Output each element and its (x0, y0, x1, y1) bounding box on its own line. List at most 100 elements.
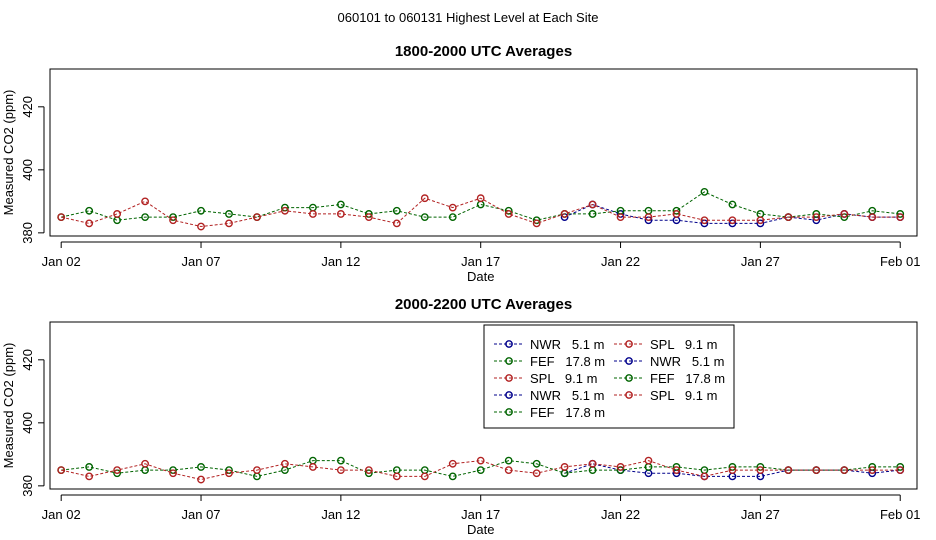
y-tick-label: 420 (20, 349, 35, 371)
data-point (141, 213, 149, 221)
plot-frame (49, 321, 918, 490)
data-point (560, 463, 569, 471)
x-tick-label: Jan 12 (321, 254, 360, 269)
x-tick-label: Feb 01 (880, 507, 920, 522)
data-point (896, 463, 905, 471)
data-point (504, 466, 513, 474)
data-point (336, 456, 345, 465)
data-point (392, 206, 401, 215)
legend-label: SPL 9.1 m (530, 371, 597, 386)
data-point (756, 466, 765, 474)
series-line (61, 191, 901, 221)
x-tick-label: Jan 07 (182, 254, 221, 269)
panel-title: 2000-2200 UTC Averages (395, 296, 572, 313)
legend-marker (505, 374, 513, 382)
data-point (504, 456, 513, 465)
data-point (141, 459, 149, 468)
legend-label: SPL 9.1 m (650, 337, 717, 352)
data-point (504, 210, 513, 218)
data-point (700, 216, 709, 225)
data-point (616, 213, 625, 221)
x-axis-label: Date (467, 269, 494, 284)
data-point (476, 194, 485, 203)
data-point (476, 200, 485, 209)
series-line (61, 460, 901, 481)
legend-label: NWR 5.1 m (650, 354, 724, 369)
legend-label: FEF 17.8 m (530, 354, 605, 369)
data-point (896, 466, 905, 474)
data-point (448, 203, 457, 212)
data-point (364, 466, 373, 474)
data-point (85, 463, 94, 471)
data-point (448, 472, 457, 481)
data-point (476, 466, 485, 474)
x-tick-label: Jan 22 (601, 254, 640, 269)
data-point (113, 210, 122, 218)
plot-frame (49, 68, 918, 237)
data-point (840, 210, 849, 218)
data-point (644, 213, 653, 221)
legend: NWR 5.1 m FEF 17.8 m SPL 9.1 m NWR 5.1 m FEF… (483, 324, 735, 429)
data-point (448, 459, 457, 468)
data-point (728, 466, 737, 474)
x-tick-label: Jan 02 (42, 507, 81, 522)
y-tick-label: 400 (20, 412, 35, 434)
y-tick-label: 380 (20, 222, 35, 244)
panel-title: 1800-2000 UTC Averages (395, 43, 572, 60)
x-tick-label: Jan 12 (321, 507, 360, 522)
data-point (85, 472, 94, 481)
data-point (197, 463, 205, 471)
legend-marker (505, 340, 513, 348)
legend-marker (505, 391, 513, 399)
legend-label: NWR 5.1 m (530, 337, 604, 352)
data-point (253, 466, 261, 474)
data-point (420, 213, 429, 221)
data-point (588, 210, 597, 218)
y-tick-label: 400 (20, 159, 35, 181)
data-point (616, 463, 625, 471)
data-point (728, 216, 737, 225)
y-tick-label: 420 (20, 96, 35, 118)
main-title: 060101 to 060131 Highest Level at Each S… (338, 10, 599, 25)
data-point (253, 213, 261, 221)
data-point (532, 219, 541, 228)
data-point (784, 213, 793, 221)
x-tick-label: Jan 27 (741, 507, 780, 522)
data-point (420, 472, 429, 481)
data-point (476, 456, 485, 465)
x-tick-label: Jan 17 (461, 507, 500, 522)
data-point (784, 466, 793, 474)
data-point (812, 213, 821, 221)
x-tick-label: Feb 01 (880, 254, 920, 269)
data-point (225, 469, 233, 478)
legend-label: FEF 17.8 m (650, 371, 725, 386)
data-point (308, 463, 317, 471)
data-point (85, 206, 94, 215)
panel-1800-2000: 1800-2000 UTC Averages Jan 02 Jan 07 Jan 12… (1, 43, 920, 284)
legend-marker (625, 391, 633, 399)
data-point (281, 459, 289, 468)
data-point (672, 210, 681, 218)
data-point (57, 213, 66, 221)
y-axis-label: Measured CO2 (ppm) (1, 343, 16, 469)
data-point (197, 222, 205, 231)
data-point (868, 213, 877, 221)
data-point (504, 206, 513, 215)
series-line (61, 460, 901, 477)
data-point (896, 210, 905, 218)
data-point (840, 466, 849, 474)
data-point (85, 219, 94, 228)
data-point (672, 466, 681, 474)
data-point (532, 459, 541, 468)
data-point (336, 466, 345, 474)
legend-label: SPL 9.1 m (650, 388, 717, 403)
data-point (57, 466, 66, 474)
data-point (113, 466, 122, 474)
data-point (812, 466, 821, 474)
x-tick-label: Jan 02 (42, 254, 81, 269)
y-tick-label: 380 (20, 475, 35, 497)
legend-marker (625, 374, 633, 382)
data-point (672, 206, 681, 215)
data-point (756, 216, 765, 225)
